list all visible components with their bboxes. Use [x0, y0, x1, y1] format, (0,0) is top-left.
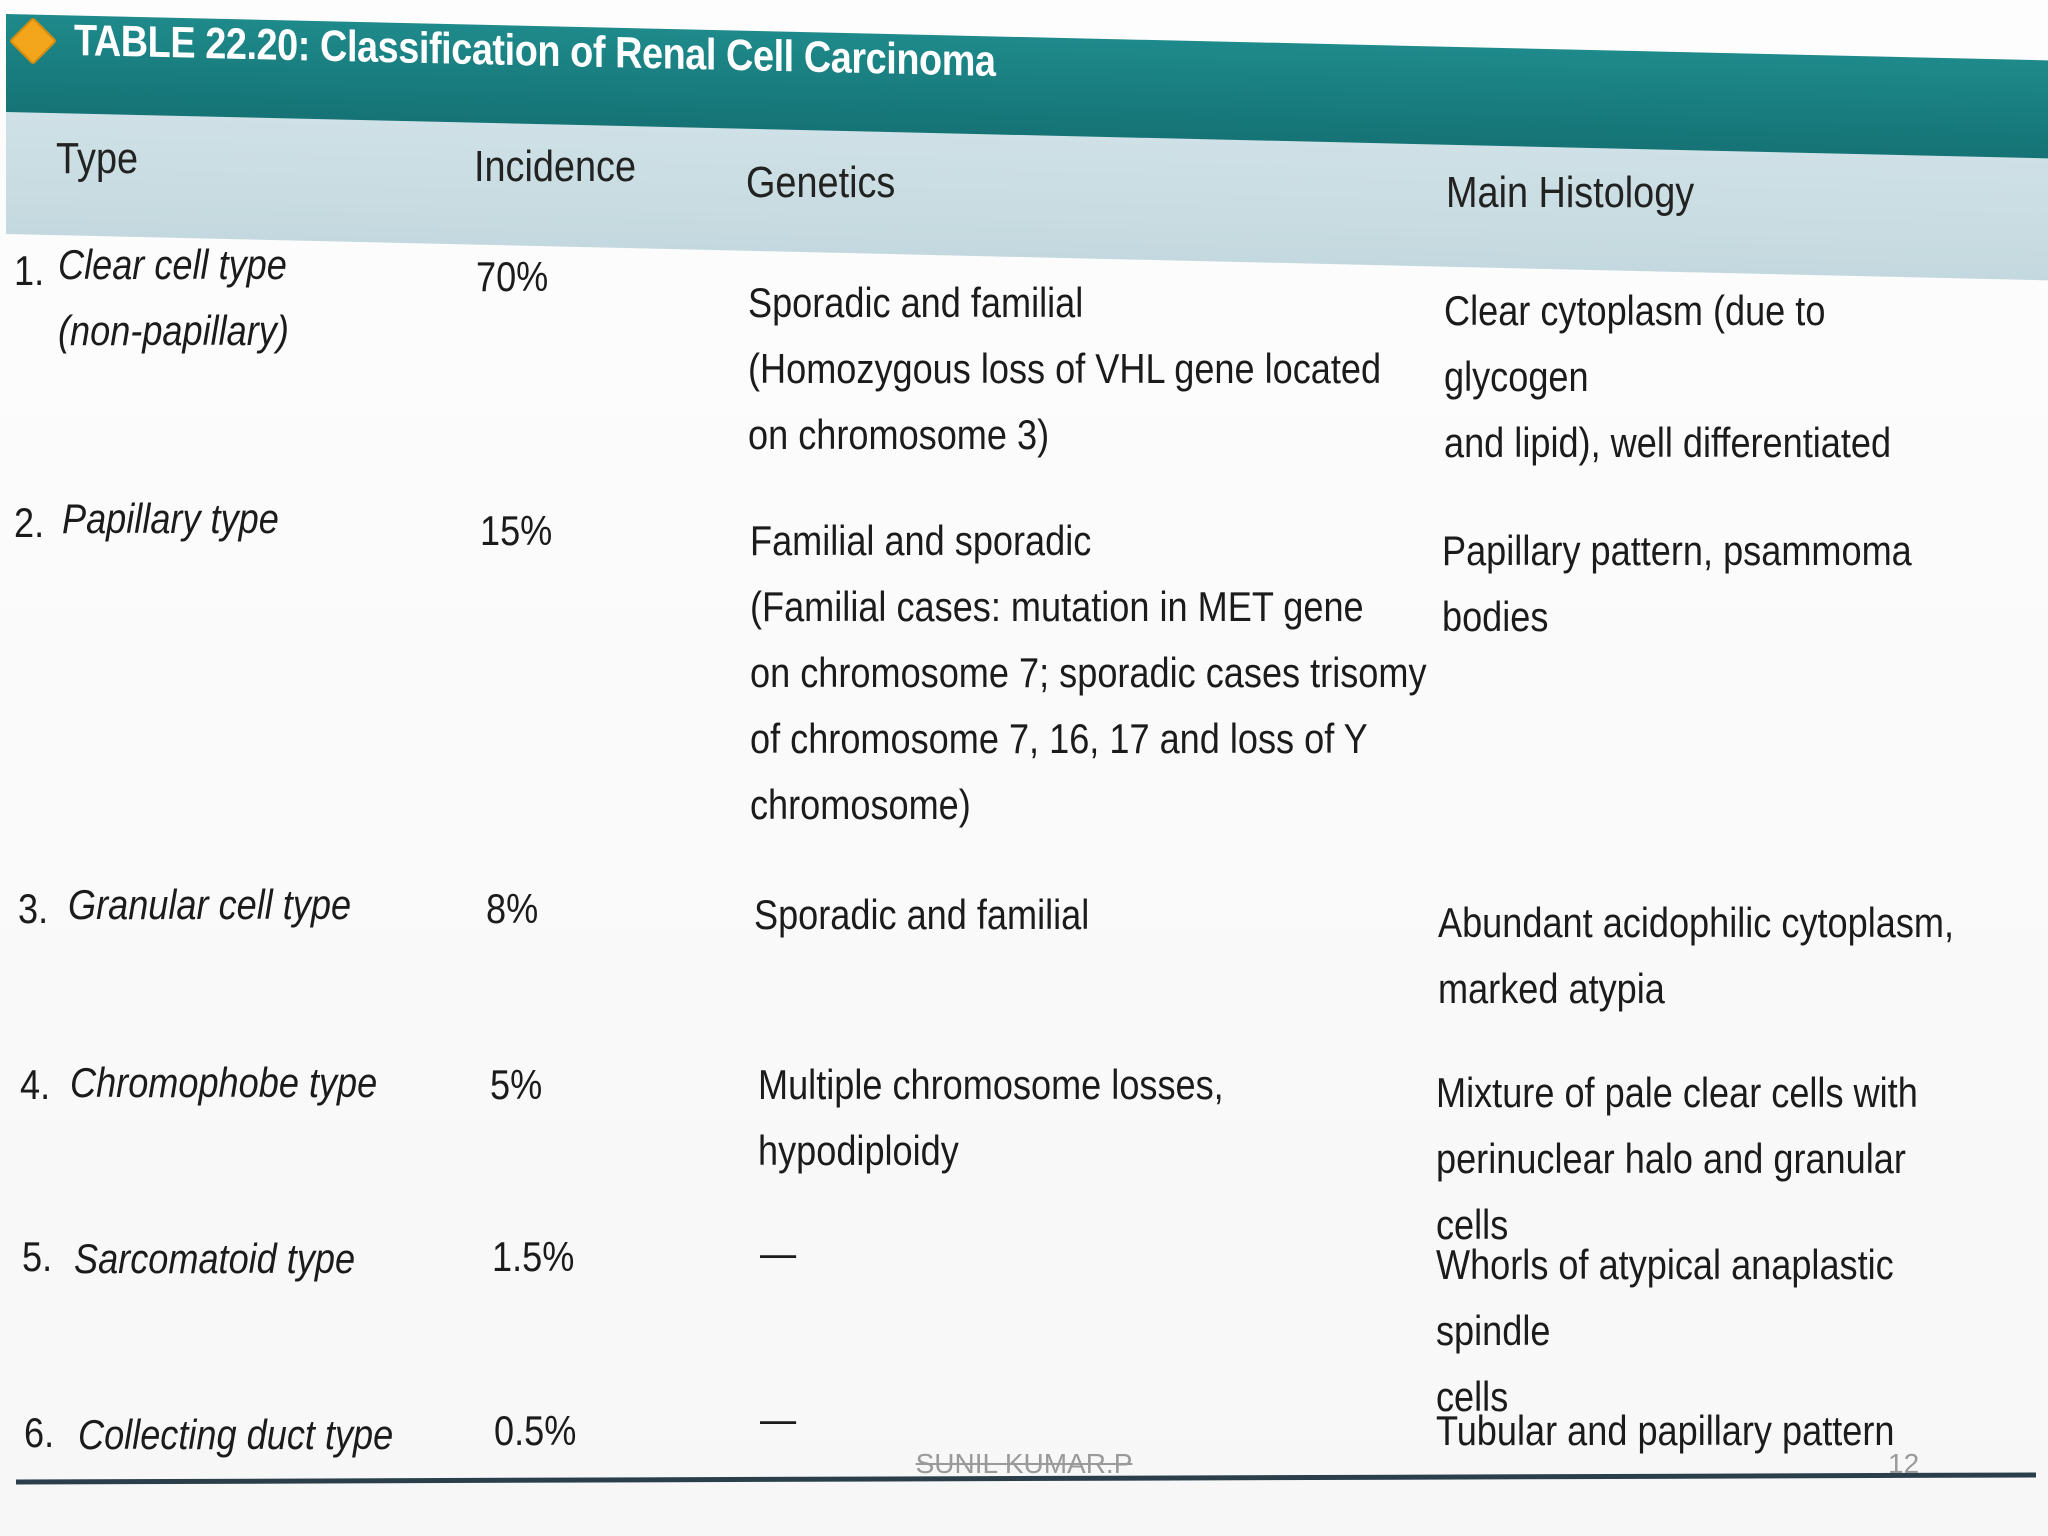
genetics-line: hypodiploidy [758, 1127, 959, 1174]
histology-line: perinuclear halo and granular cells [1436, 1135, 1906, 1248]
incidence-cell-1: 70% [476, 253, 549, 300]
row-number: 3. [18, 885, 49, 932]
type-name-line: Collecting duct type [78, 1411, 394, 1458]
genetics-line: Sporadic and familial [748, 279, 1084, 326]
histology-line: and lipid), well differentiated [1444, 419, 1892, 466]
table-row-5: 5. [22, 1224, 52, 1290]
table-row-1: 1. [14, 238, 44, 304]
type-name-line: Clear cell type [58, 241, 287, 288]
type-cell-3: Granular cell type [68, 872, 351, 938]
histology-line: cells [1436, 1373, 1509, 1420]
genetics-cell-5: — [760, 1220, 796, 1286]
column-header-type: Type [56, 134, 139, 183]
histology-line: Tubular and papillary pattern [1436, 1407, 1895, 1454]
incidence-cell-2: 15% [480, 507, 553, 554]
genetics-line: Multiple chromosome losses, [758, 1061, 1224, 1108]
histology-cell-2: Papillary pattern, psammoma bodies [1442, 518, 1963, 650]
genetics-cell-3: Sporadic and familial [754, 882, 1089, 948]
genetics-line: (Familial cases: mutation in MET gene [750, 583, 1364, 630]
genetics-line: Sporadic and familial [754, 891, 1090, 938]
column-header-incidence: Incidence [474, 142, 636, 191]
genetics-line: of chromosome 7, 16, 17 and loss of Y [750, 715, 1368, 762]
genetics-cell-2: Familial and sporadic (Familial cases: m… [750, 508, 1427, 838]
row-number: 4. [20, 1061, 51, 1108]
type-cell-6: Collecting duct type [78, 1402, 393, 1468]
genetics-cell-4: Multiple chromosome losses, hypodiploidy [758, 1052, 1224, 1184]
column-header-genetics: Genetics [746, 158, 896, 207]
type-cell-4: Chromophobe type [70, 1050, 377, 1116]
type-name-line: Granular cell type [68, 881, 352, 928]
histology-cell-5: Whorls of atypical anaplastic spindle ce… [1436, 1232, 1962, 1430]
type-cell-1: Clear cell type (non-papillary) [58, 232, 289, 364]
incidence-cell-3: 8% [486, 885, 539, 932]
genetics-line: (Homozygous loss of VHL gene located [748, 345, 1382, 392]
type-name-line: (non-papillary) [58, 307, 289, 354]
histology-cell-6: Tubular and papillary pattern [1436, 1398, 1894, 1464]
type-cell-5: Sarcomatoid type [74, 1226, 355, 1292]
incidence-cell-6: 0.5% [494, 1407, 577, 1454]
footer-author: SUNIL KUMAR.P [915, 1448, 1133, 1479]
table-row-2: 2. [14, 490, 44, 556]
histology-line: Papillary pattern, psammoma bodies [1442, 527, 1912, 640]
histology-cell-3: Abundant acidophilic cytoplasm, marked a… [1438, 890, 1954, 1022]
genetics-line: on chromosome 7; sporadic cases trisomy [750, 649, 1427, 696]
histology-line: Whorls of atypical anaplastic spindle [1436, 1241, 1894, 1354]
genetics-line: on chromosome 3) [748, 411, 1050, 458]
table-row-6: 6. [24, 1400, 54, 1466]
row-number: 2. [14, 499, 45, 546]
histology-line: Clear cytoplasm (due to glycogen [1444, 287, 1826, 400]
incidence-cell-4: 5% [490, 1061, 543, 1108]
incidence-cell-5: 1.5% [492, 1233, 575, 1280]
genetics-line: — [760, 1229, 797, 1276]
type-name-line: Sarcomatoid type [74, 1235, 356, 1282]
row-number: 6. [24, 1409, 55, 1456]
histology-cell-4: Mixture of pale clear cells with perinuc… [1436, 1060, 1962, 1258]
column-header-histology: Main Histology [1446, 168, 1695, 217]
histology-line: Abundant acidophilic cytoplasm, [1438, 899, 1955, 946]
type-name-line: Chromophobe type [70, 1059, 378, 1106]
table-row-4: 4. [20, 1052, 50, 1118]
slide-page-number: 12 [1888, 1448, 1920, 1479]
type-cell-2: Papillary type [62, 486, 279, 552]
genetics-cell-6: — [760, 1386, 796, 1452]
type-name-line: Papillary type [62, 495, 279, 542]
genetics-line: — [760, 1395, 797, 1442]
genetics-line: chromosome) [750, 781, 971, 828]
histology-line: Mixture of pale clear cells with [1436, 1069, 1918, 1116]
row-number: 1. [14, 247, 45, 294]
histology-line: marked atypia [1438, 965, 1665, 1012]
row-number: 5. [22, 1233, 53, 1280]
genetics-cell-1: Sporadic and familial (Homozygous loss o… [748, 270, 1381, 468]
table-row-3: 3. [18, 876, 48, 942]
histology-cell-1: Clear cytoplasm (due to glycogen and lip… [1444, 278, 1963, 476]
genetics-line: Familial and sporadic [750, 517, 1092, 564]
